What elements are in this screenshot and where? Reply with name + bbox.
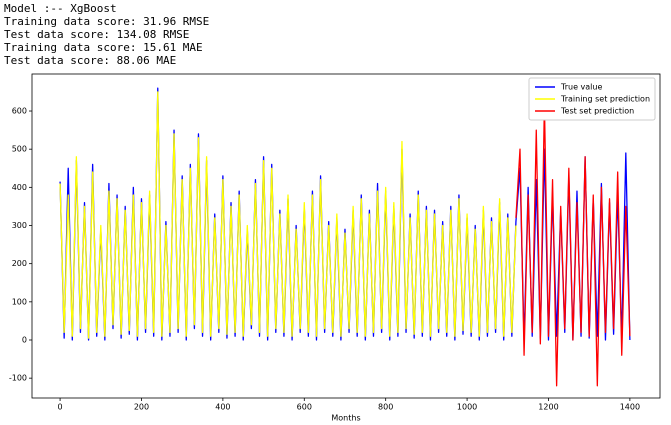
legend-label: True value: [560, 83, 602, 92]
x-tick-label: 1200: [538, 403, 558, 412]
series-line: [515, 102, 631, 387]
y-tick-label: -100: [9, 374, 27, 383]
legend-label: Training set prediction: [560, 95, 650, 104]
y-tick-label: 600: [12, 107, 27, 116]
legend-label: Test set prediction: [560, 107, 634, 116]
output-line: Test data score: 88.06 MAE: [4, 54, 177, 67]
legend-box: [528, 77, 656, 121]
output-line: Training data score: 15.61 MAE: [4, 41, 203, 54]
output-line: Training data score: 31.96 RMSE: [4, 15, 210, 28]
y-tick-label: 200: [12, 259, 27, 268]
cell-output: Model :-- XgBoost Training data score: 31…: [4, 2, 209, 67]
x-axis-label: Months: [331, 414, 360, 423]
output-line: Test data score: 134.08 RMSE: [4, 28, 190, 41]
x-tick-label: 0: [58, 403, 63, 412]
y-tick-label: 300: [12, 221, 27, 230]
x-tick-label: 1000: [457, 403, 477, 412]
x-tick-label: 200: [134, 403, 149, 412]
y-tick-label: 400: [12, 183, 27, 192]
plot-frame: [31, 73, 661, 399]
x-tick-label: 1400: [620, 403, 640, 412]
x-tick-label: 400: [215, 403, 230, 412]
y-tick-label: 100: [12, 297, 27, 306]
x-tick-label: 600: [297, 403, 312, 412]
output-line: Model :-- XgBoost: [4, 2, 117, 15]
y-tick-label: 0: [22, 335, 27, 344]
x-tick-label: 800: [378, 403, 393, 412]
y-tick-label: 500: [12, 145, 27, 154]
series-line: [59, 91, 517, 339]
